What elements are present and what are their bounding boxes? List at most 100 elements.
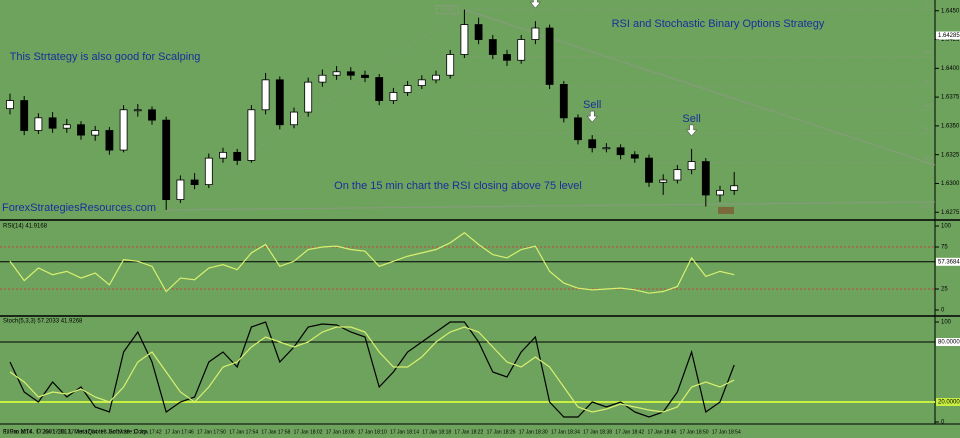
- candle-body: [375, 77, 384, 101]
- candle-body: [659, 179, 668, 183]
- candle-body: [446, 54, 455, 76]
- stoch-level-box: [936, 338, 960, 346]
- x-tick-label: 17 Jan 17:30: [36, 429, 65, 435]
- stoch-level-label: 80.0000: [938, 340, 960, 346]
- y-tick-label: 1.6350: [941, 123, 960, 129]
- x-tick-label: 17 Jan 18:30: [519, 429, 548, 435]
- signal-label: Sell: [682, 113, 700, 125]
- candle-body: [460, 24, 469, 55]
- current-price-box: [936, 31, 960, 40]
- x-tick-label: 17 Jan 18:14: [390, 429, 419, 435]
- candle-body: [190, 179, 199, 186]
- trend-line: [166, 201, 936, 211]
- candle-body: [673, 169, 682, 181]
- candle-body: [304, 81, 313, 113]
- candle-body: [716, 189, 724, 196]
- candle-body: [730, 185, 739, 191]
- candle-body: [133, 109, 142, 112]
- stoch-title: Stoch(5,3,3) 57.2033 41.9268: [3, 319, 83, 325]
- candle-body: [318, 74, 327, 83]
- candle-body: [531, 27, 540, 40]
- x-tick-label: 17 Jan 17:38: [101, 429, 130, 435]
- candle-body: [417, 79, 426, 86]
- y-tick-label: 0: [941, 308, 945, 314]
- x-tick-label: 17 Jan 18:02: [294, 429, 323, 435]
- rsi-marker-box: [936, 257, 960, 266]
- candle-body: [34, 117, 43, 131]
- candle-body: [588, 139, 597, 149]
- rsi-title: RSI(14) 41.9168: [3, 224, 48, 230]
- signal-arrow: [686, 124, 698, 137]
- candle-body: [616, 147, 625, 156]
- x-tick-label: 17 Jan 18:54: [712, 429, 741, 435]
- candle-body: [687, 161, 696, 171]
- y-tick-label: 25: [941, 287, 948, 293]
- candle-body: [77, 124, 85, 136]
- indicator-line: [9, 326, 735, 413]
- candle-body: [219, 151, 227, 159]
- candle-body: [346, 71, 355, 76]
- y-tick-label: 100: [941, 224, 952, 230]
- candle-body: [389, 92, 398, 101]
- y-tick-label: 1.6425: [941, 37, 960, 43]
- candle-body: [559, 84, 568, 119]
- y-tick-label: 1.6400: [941, 66, 960, 72]
- candle-body: [204, 157, 213, 186]
- fib-label: 23.6: [923, 50, 933, 56]
- x-tick-label: 17 Jan 17:42: [133, 429, 162, 435]
- x-tick-label: 17 Jan 18:22: [454, 429, 483, 435]
- candle-body: [432, 74, 440, 81]
- candle-body: [361, 74, 369, 78]
- current-price-label: 1.64285: [938, 33, 960, 39]
- x-tick-label: 17 Jan 17:54: [229, 429, 258, 435]
- candle-body: [62, 124, 71, 129]
- indicator-line: [9, 321, 735, 418]
- y-tick-label: 1.6450: [941, 8, 960, 14]
- candle-body: [574, 117, 582, 141]
- signal-label: Sell: [583, 99, 601, 111]
- x-tick-label: 17 Jan 2014: [4, 429, 32, 435]
- fib-label: 50.0: [923, 103, 933, 109]
- stoch-level-box: [936, 398, 960, 406]
- x-tick-label: 17 Jan 17:58: [261, 429, 290, 435]
- candle-body: [105, 130, 114, 151]
- candle-body: [332, 71, 341, 76]
- candle-body: [645, 157, 653, 183]
- annotation: This Strtategy is also good for Scalping: [10, 51, 201, 63]
- candle-body: [403, 85, 412, 93]
- candle-body: [630, 154, 639, 159]
- zone-box: [718, 206, 734, 214]
- x-tick-label: 17 Jan 18:50: [680, 429, 709, 435]
- x-tick-label: 17 Jan 18:06: [326, 429, 355, 435]
- y-tick-label: 1.6275: [941, 210, 960, 216]
- y-tick-label: 1.6300: [941, 181, 960, 187]
- candle-body: [20, 100, 29, 131]
- candle-body: [503, 54, 511, 61]
- footer: FxPro MT4, © 2001-2013, MetaQuotes Softw…: [3, 429, 149, 436]
- fib-label: 0.0: [926, 3, 933, 9]
- candle-body: [148, 109, 156, 121]
- annotation: On the 15 min chart the RSI closing abov…: [334, 180, 582, 192]
- candle-body: [261, 79, 270, 111]
- signal-arrow: [529, 0, 541, 9]
- x-tick-label: 17 Jan 18:18: [422, 429, 451, 435]
- annotation: ForexStrategiesResources.com: [2, 202, 156, 214]
- candle-body: [162, 119, 171, 200]
- x-tick-label: 17 Jan 17:50: [197, 429, 226, 435]
- x-tick-label: 17 Jan 18:46: [647, 429, 676, 435]
- candle-body: [176, 179, 185, 200]
- trend-line: [464, 9, 936, 166]
- candle-body: [290, 111, 298, 126]
- x-tick-label: 17 Jan 18:42: [615, 429, 644, 435]
- candle-body: [6, 100, 14, 110]
- stoch-level-label: 20.0000: [938, 400, 960, 406]
- y-tick-label: 0: [941, 420, 945, 426]
- candle-body: [91, 130, 100, 136]
- y-tick-label: 100: [941, 320, 952, 326]
- candle-body: [517, 39, 526, 61]
- x-tick-label: 17 Jan 18:38: [583, 429, 612, 435]
- x-tick-label: 17 Jan 18:26: [487, 429, 516, 435]
- fib-label: 61.8: [923, 127, 933, 133]
